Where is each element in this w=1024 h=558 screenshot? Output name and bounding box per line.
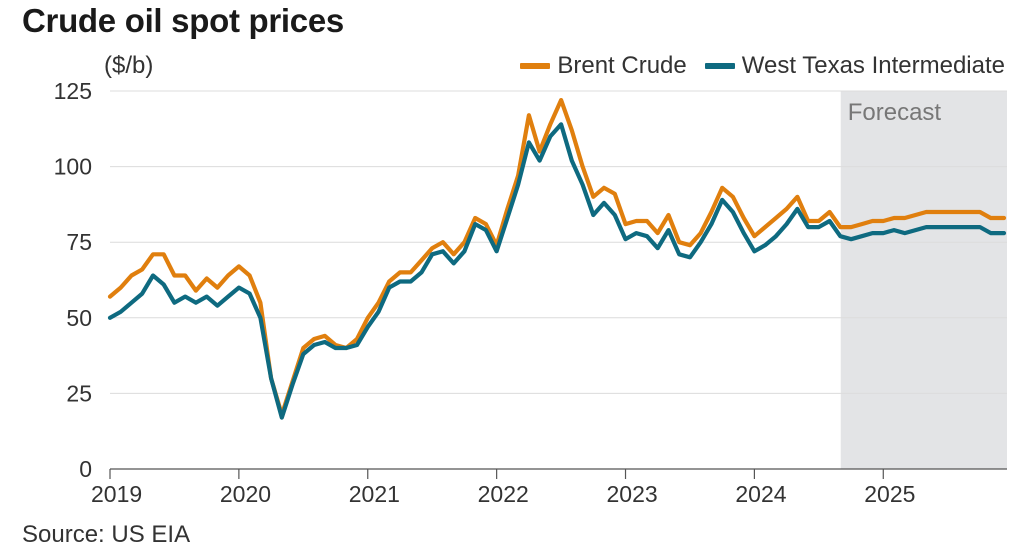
legend-swatch-wti <box>704 63 735 69</box>
legend-swatch-brent <box>520 63 551 69</box>
series-line-brent <box>107 97 1007 417</box>
y-tick-label-75: 75 <box>66 229 92 255</box>
y-axis-unit-label: ($/b) <box>104 52 154 79</box>
legend: Brent Crude West Texas Intermediate <box>502 52 1005 80</box>
chart-title: Crude oil spot prices <box>22 2 344 39</box>
series-lines <box>107 97 1007 420</box>
y-tick-label-125: 125 <box>54 78 92 104</box>
forecast-region: Forecast <box>840 91 1007 469</box>
x-tick-label-2020: 2020 <box>220 481 271 507</box>
forecast-shade <box>840 91 1007 469</box>
source-note: Source: US EIA <box>22 521 191 548</box>
y-tick-label-0: 0 <box>79 456 92 482</box>
legend-label-brent: Brent Crude <box>557 52 687 79</box>
series-line-wti <box>107 122 1007 420</box>
x-tick-label-2019: 2019 <box>91 481 142 507</box>
x-tick-label-2024: 2024 <box>735 481 786 507</box>
legend-label-wti: West Texas Intermediate <box>741 52 1005 79</box>
y-tick-label-100: 100 <box>54 154 92 180</box>
axes: 0 25 50 75 100 125 2019 2020 2021 2022 2023 2024 202… <box>54 78 1007 507</box>
legend-item-brent: Brent Crude <box>520 52 687 80</box>
y-tick-label-50: 50 <box>66 305 92 331</box>
x-tick-label-2023: 2023 <box>607 481 658 507</box>
forecast-label: Forecast <box>848 99 942 126</box>
y-tick-label-25: 25 <box>66 380 92 406</box>
x-tick-label-2021: 2021 <box>349 481 400 507</box>
legend-item-wti: West Texas Intermediate <box>704 52 1005 80</box>
x-tick-label-2025: 2025 <box>864 481 915 507</box>
x-tick-label-2022: 2022 <box>478 481 529 507</box>
